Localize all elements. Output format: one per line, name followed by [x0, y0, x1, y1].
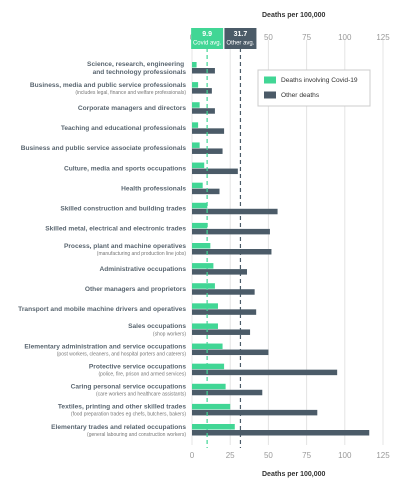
bar — [192, 82, 199, 88]
category-note: (police, fire, prison and armed services… — [98, 371, 186, 377]
average-label: Other avg. — [226, 41, 254, 47]
category-label: Culture, media and sports occupations — [64, 165, 186, 172]
x-tick-label: 100 — [338, 451, 352, 460]
category-label: Sales occupations — [128, 323, 186, 330]
average-value: 31.7 — [234, 31, 248, 38]
x-axis-title-bottom: Deaths per 100,000 — [262, 471, 326, 478]
bar — [192, 283, 215, 289]
bar — [192, 182, 203, 189]
bar — [192, 228, 270, 235]
bar — [192, 363, 225, 370]
bar — [192, 102, 200, 108]
x-tick-label: 25 — [226, 451, 235, 460]
legend-label: Deaths involving Covid-19 — [281, 77, 358, 84]
category-note: (food preparation trades eg chefs, butch… — [71, 412, 186, 418]
bar — [192, 424, 235, 430]
category-label: Business, media and public service profe… — [30, 82, 186, 89]
category-note: (general labouring and construction work… — [87, 432, 186, 438]
bar — [192, 389, 263, 396]
bar — [192, 202, 208, 209]
category-label: Protective service occupations — [89, 363, 186, 370]
x-tick-label: 50 — [264, 451, 273, 460]
bar — [192, 122, 199, 128]
bar — [192, 309, 257, 315]
average-box — [191, 28, 224, 49]
category-note: (includes legal, finance and welfare pro… — [75, 90, 186, 96]
bar — [192, 62, 197, 68]
bar — [192, 222, 208, 229]
category-label: Caring personal service occupations — [71, 384, 187, 391]
bar — [192, 403, 231, 410]
bar — [192, 430, 370, 436]
x-tick-label-top: 50 — [264, 33, 273, 42]
bar — [192, 208, 278, 215]
legend-swatch — [264, 76, 276, 84]
category-label: Skilled metal, electrical and electronic… — [45, 226, 186, 233]
bar — [192, 142, 200, 148]
bar — [192, 128, 225, 134]
category-label-line: Science, research, engineering — [87, 61, 186, 68]
bar — [192, 269, 248, 275]
category-label: Business and public service associate pr… — [21, 145, 187, 152]
category-label: Skilled construction and building trades — [60, 206, 186, 213]
category-label: Health professionals — [121, 185, 186, 192]
average-label: Covid avg. — [193, 41, 222, 47]
bar — [192, 249, 272, 255]
x-tick-label: 125 — [376, 451, 390, 460]
legend-box — [257, 69, 371, 107]
bar — [192, 343, 223, 350]
bar — [192, 263, 214, 269]
bar — [192, 323, 218, 329]
bar — [192, 148, 223, 154]
category-label: Textiles, printing and other skilled tra… — [58, 404, 186, 411]
bar — [192, 243, 211, 249]
category-label: Other managers and proprietors — [85, 286, 186, 293]
legend-swatch — [264, 91, 276, 99]
category-label: Teaching and educational professionals — [61, 125, 187, 132]
x-tick-label: 75 — [302, 451, 311, 460]
category-label: Science, research, engineering and techn… — [87, 61, 186, 76]
bar — [192, 168, 238, 175]
bar — [192, 409, 318, 416]
bar — [192, 188, 220, 195]
x-tick-label: 0 — [190, 451, 195, 460]
category-label-line: and technology professionals — [93, 69, 187, 76]
bar — [192, 108, 215, 114]
category-label: Transport and mobile machine drivers and… — [18, 306, 186, 313]
bar — [192, 162, 205, 169]
average-box — [224, 28, 257, 49]
x-tick-label-top: 125 — [376, 33, 390, 42]
x-axis-title-top: Deaths per 100,000 — [262, 12, 326, 19]
category-note: (manufacturing and production line jobs) — [97, 251, 187, 257]
bar — [192, 383, 226, 390]
category-note: (shop workers) — [153, 331, 186, 337]
bar — [192, 303, 218, 309]
category-label: Corporate managers and directors — [78, 105, 186, 112]
x-tick-label-top: 100 — [338, 33, 352, 42]
bar — [192, 68, 215, 74]
category-label: Elementary trades and related occupation… — [51, 424, 186, 431]
bar — [192, 289, 255, 295]
category-label: Administrative occupations — [100, 266, 187, 273]
average-value: 9.9 — [202, 31, 212, 38]
category-note: (post workers, cleaners, and hospital po… — [57, 351, 187, 357]
bar — [192, 329, 251, 335]
category-label: Elementary administration and service oc… — [24, 343, 186, 350]
category-label: Process, plant and machine operatives — [64, 243, 186, 250]
bar — [192, 369, 338, 376]
legend-label: Other deaths — [281, 92, 320, 99]
x-tick-label-top: 75 — [302, 33, 311, 42]
bar — [192, 349, 269, 356]
bar — [192, 88, 212, 94]
category-note: (care workers and healthcare assistants) — [96, 392, 186, 398]
